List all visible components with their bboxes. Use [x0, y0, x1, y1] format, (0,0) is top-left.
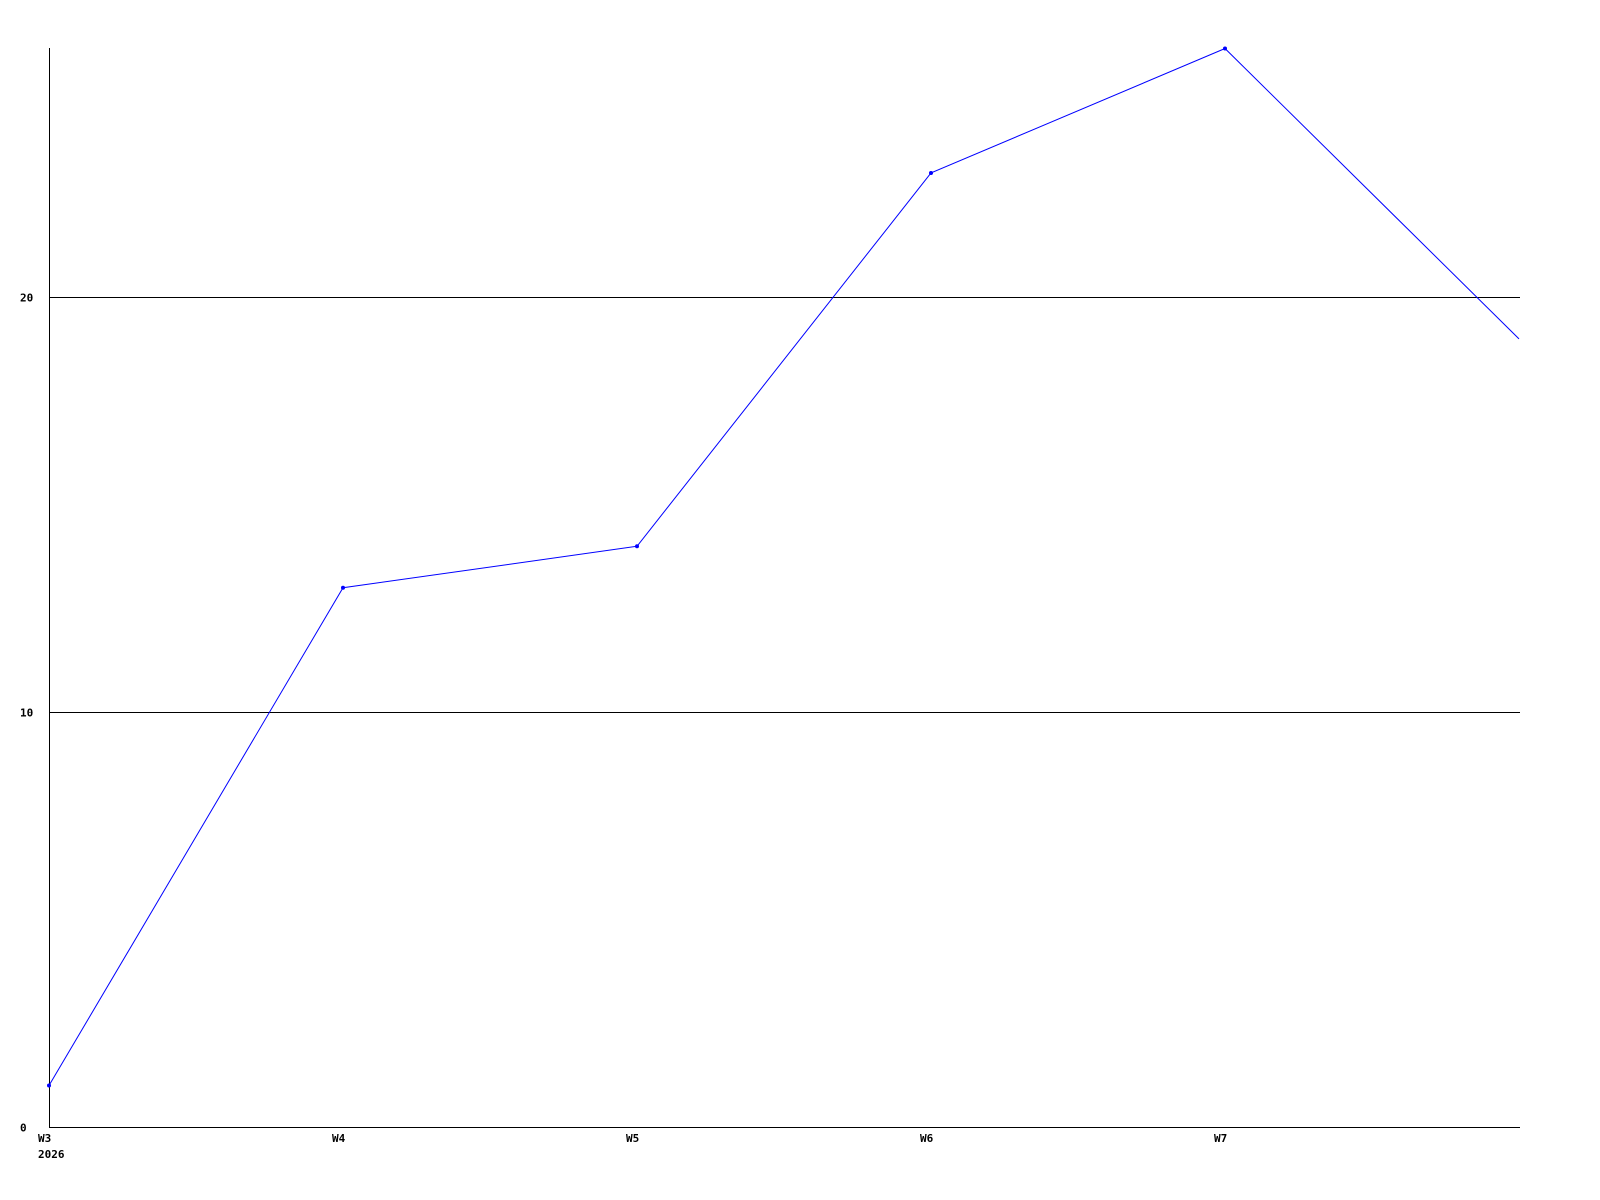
gridlines — [49, 297, 1520, 713]
y-tick-labels: 0 10 20 — [20, 292, 33, 1135]
y-tick-label: 0 — [20, 1122, 27, 1135]
data-point — [929, 170, 933, 175]
y-tick-label: 20 — [20, 292, 33, 305]
x-tick-label: W6 — [920, 1132, 934, 1145]
axes — [49, 48, 1520, 1128]
data-point — [341, 585, 345, 590]
y-tick-label: 10 — [20, 707, 33, 720]
data-point — [47, 1083, 51, 1088]
data-point — [635, 544, 639, 549]
data-point — [1223, 46, 1227, 51]
x-sub-label: 2026 — [38, 1148, 65, 1161]
x-tick-label: W4 — [332, 1132, 346, 1145]
x-tick-label: W3 — [38, 1132, 51, 1145]
series-line — [48, 47, 1520, 1086]
x-tick-labels: W3 W4 W5 W6 W7 — [38, 1132, 1227, 1145]
series-group — [47, 46, 1520, 1088]
x-tick-label: W7 — [1214, 1132, 1227, 1145]
x-tick-label: W5 — [626, 1132, 639, 1145]
